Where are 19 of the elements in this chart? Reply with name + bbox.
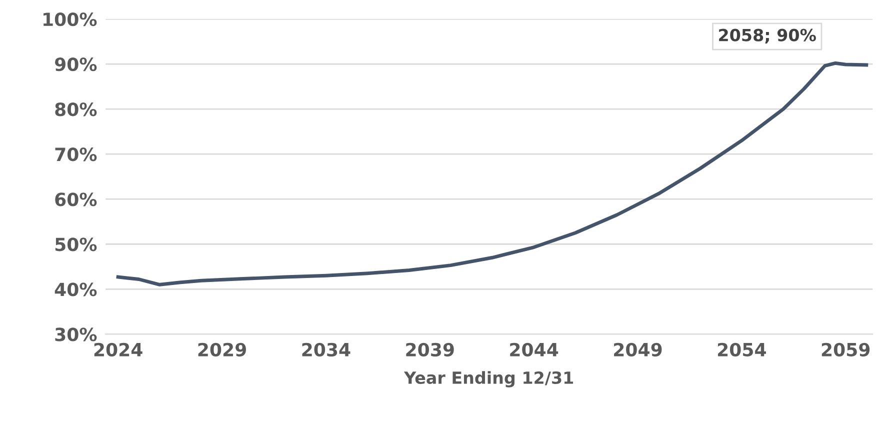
y-tick-label: 30%: [55, 328, 97, 342]
x-tick-label: 2034: [302, 342, 350, 356]
x-tick-label: 2039: [406, 342, 454, 356]
y-tick-label: 40%: [54, 282, 97, 296]
x-tick-label: 2024: [94, 342, 142, 356]
x-axis-title: Year Ending 12/31: [404, 371, 574, 388]
y-tick-label: 90%: [54, 58, 97, 72]
y-tick-label: 100%: [44, 12, 97, 26]
x-tick-label: 2029: [198, 342, 246, 356]
line-series: [116, 61, 868, 286]
x-tick-label: 2044: [510, 342, 558, 356]
y-tick-label: 70%: [55, 148, 97, 162]
y-tick-label: 50%: [55, 238, 97, 252]
x-tick-label: 2054: [718, 342, 766, 356]
x-tick-label: 2059: [822, 342, 870, 356]
y-tick-label: 60%: [55, 192, 97, 206]
annotation: 2058; 90%: [719, 28, 816, 44]
x-tick-label: 2049: [614, 342, 662, 356]
y-tick-label: 80%: [55, 102, 97, 116]
